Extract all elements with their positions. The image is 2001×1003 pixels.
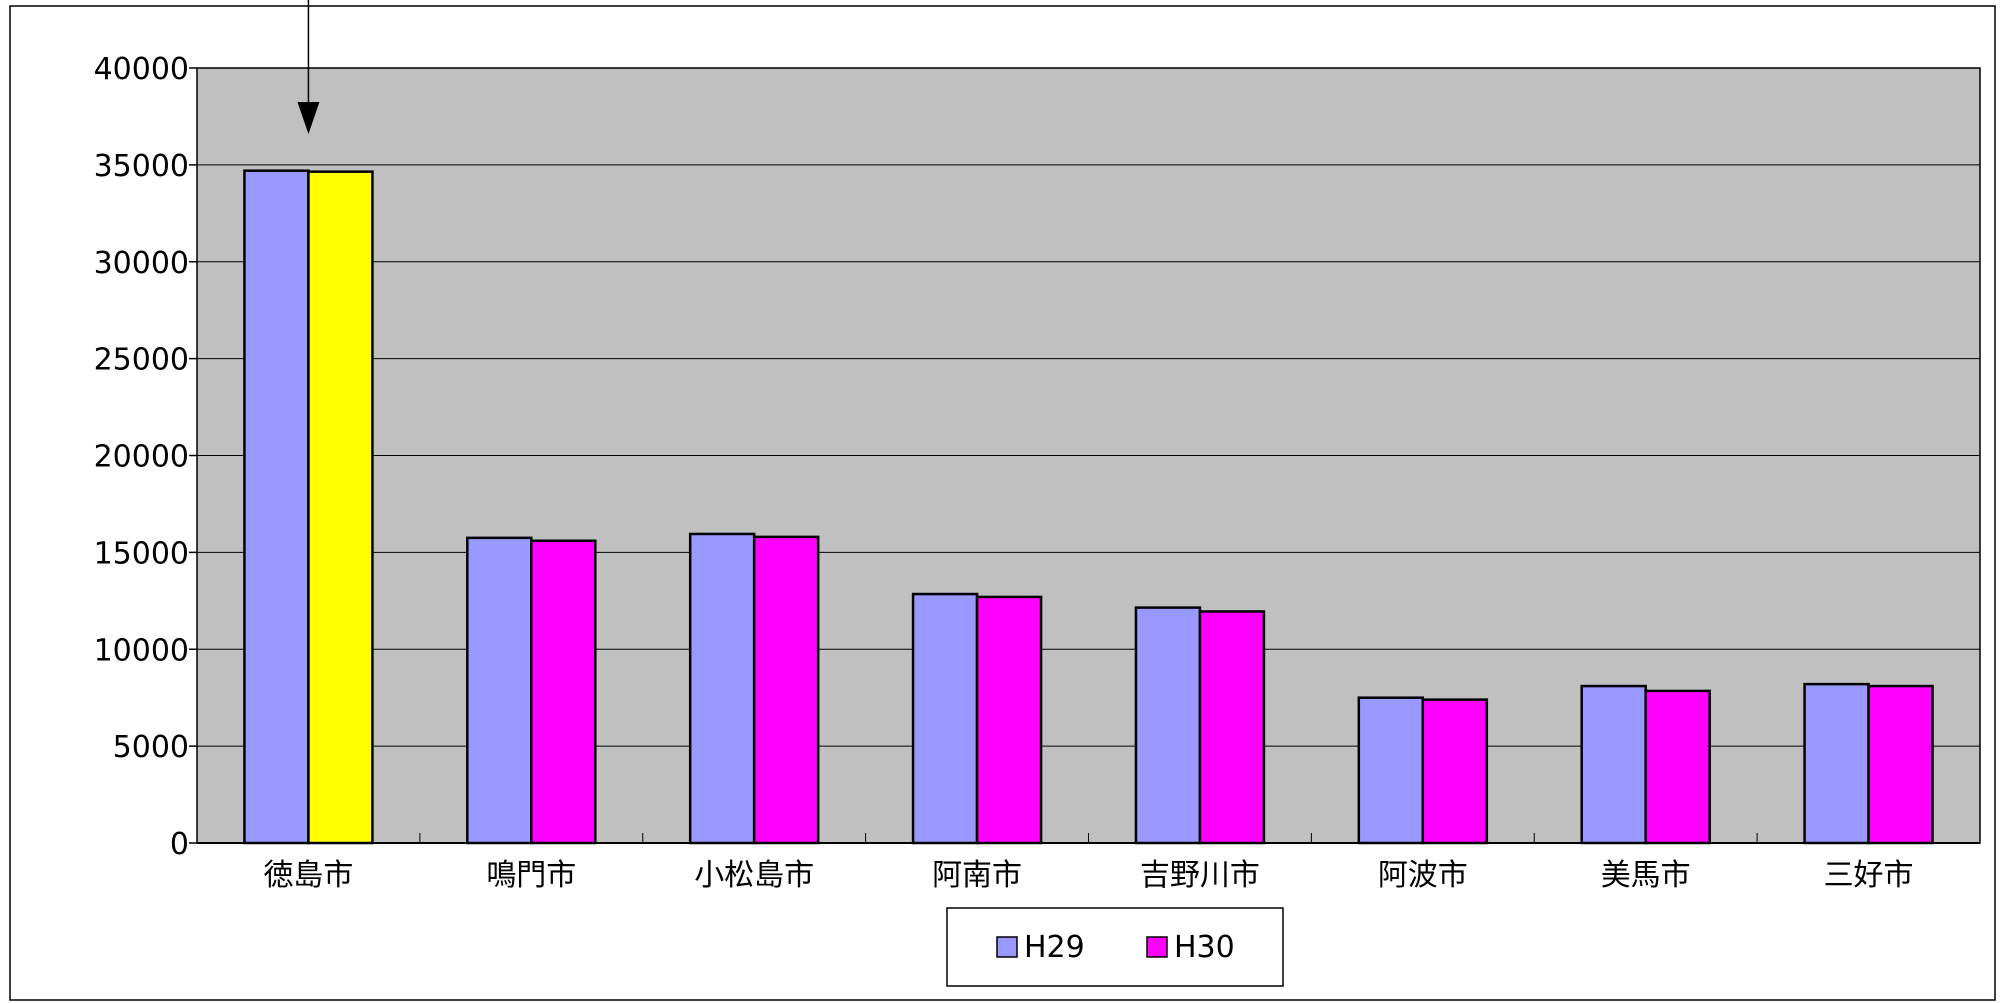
bar-h29 (688, 532, 756, 845)
category-label: 阿波市 (1378, 858, 1468, 893)
bar-h29 (1803, 682, 1870, 845)
legend-swatch (1146, 936, 1168, 958)
category-label: 小松島市 (694, 858, 814, 893)
bar-h30 (307, 170, 374, 845)
y-tick-label: 30000 (94, 246, 189, 281)
bar-h29 (1357, 696, 1425, 845)
category-label: 吉野川市 (1140, 858, 1260, 893)
bar-h29 (911, 592, 979, 845)
legend: H29 H30 (946, 907, 1284, 987)
annotation-arrow (297, 0, 320, 134)
y-tick-label: 0 (170, 827, 189, 862)
legend-swatch (996, 936, 1018, 958)
bar-h30 (1421, 698, 1489, 845)
bars (243, 169, 1934, 845)
bar-h29 (1134, 606, 1202, 845)
legend-label: H29 (1024, 930, 1085, 965)
y-tick-label: 20000 (94, 440, 189, 475)
category-label: 阿南市 (932, 858, 1022, 893)
bar-h29 (243, 169, 310, 845)
bar-h30 (1198, 610, 1266, 845)
bar-h30 (1644, 689, 1711, 845)
y-tick-label: 10000 (94, 633, 189, 668)
bar-h30 (1867, 684, 1934, 845)
category-label: 徳島市 (263, 858, 353, 893)
y-tick-label: 25000 (94, 343, 189, 378)
x-axis-categories: 徳島市 鳴門市 小松島市 阿南市 吉野川市 阿波市 美馬市 三好市 (263, 858, 1913, 893)
bar-h29 (466, 536, 533, 845)
category-label: 鳴門市 (486, 858, 576, 893)
category-label: 三好市 (1824, 858, 1914, 893)
y-tick-label: 15000 (94, 536, 189, 571)
category-label: 美馬市 (1601, 858, 1691, 893)
plot-area (196, 67, 1981, 844)
bar-h30 (530, 539, 597, 845)
arrow-head (297, 102, 320, 134)
legend-label: H30 (1174, 930, 1235, 965)
bar-h30 (975, 595, 1043, 845)
y-tick-label: 40000 (94, 52, 189, 87)
y-axis-ticks: 0 5000 10000 15000 20000 25000 30000 35000 40000 (94, 52, 197, 862)
bar-h29 (1580, 684, 1647, 845)
bar-h30 (752, 535, 820, 845)
y-tick-label: 35000 (94, 149, 189, 184)
y-tick-label: 5000 (113, 730, 189, 765)
